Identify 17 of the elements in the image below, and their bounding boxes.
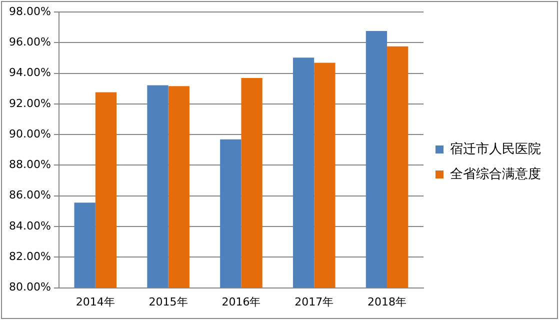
y-tick-label: 82.00% bbox=[8, 250, 51, 264]
y-tick-label: 88.00% bbox=[8, 158, 51, 172]
x-tick-label: 2018年 bbox=[368, 295, 407, 308]
legend-label: 全省综合满意度 bbox=[450, 166, 541, 182]
y-tick-label: 94.00% bbox=[8, 66, 51, 80]
x-tick-label: 2016年 bbox=[222, 295, 261, 308]
legend-label: 宿迁市人民医院 bbox=[450, 140, 541, 157]
y-tick-label: 92.00% bbox=[8, 96, 51, 110]
x-tick-label: 2015年 bbox=[148, 295, 188, 308]
y-tick-label: 80.00% bbox=[8, 280, 51, 294]
y-tick-label: 84.00% bbox=[8, 219, 51, 232]
x-tick-label: 2014年 bbox=[76, 295, 115, 308]
y-tick-label: 86.00% bbox=[8, 188, 51, 202]
y-tick-label: 98.00% bbox=[8, 4, 51, 18]
y-tick-label: 90.00% bbox=[8, 127, 51, 140]
x-tick-label: 2017年 bbox=[294, 295, 334, 308]
y-tick-label: 96.00% bbox=[8, 36, 51, 49]
